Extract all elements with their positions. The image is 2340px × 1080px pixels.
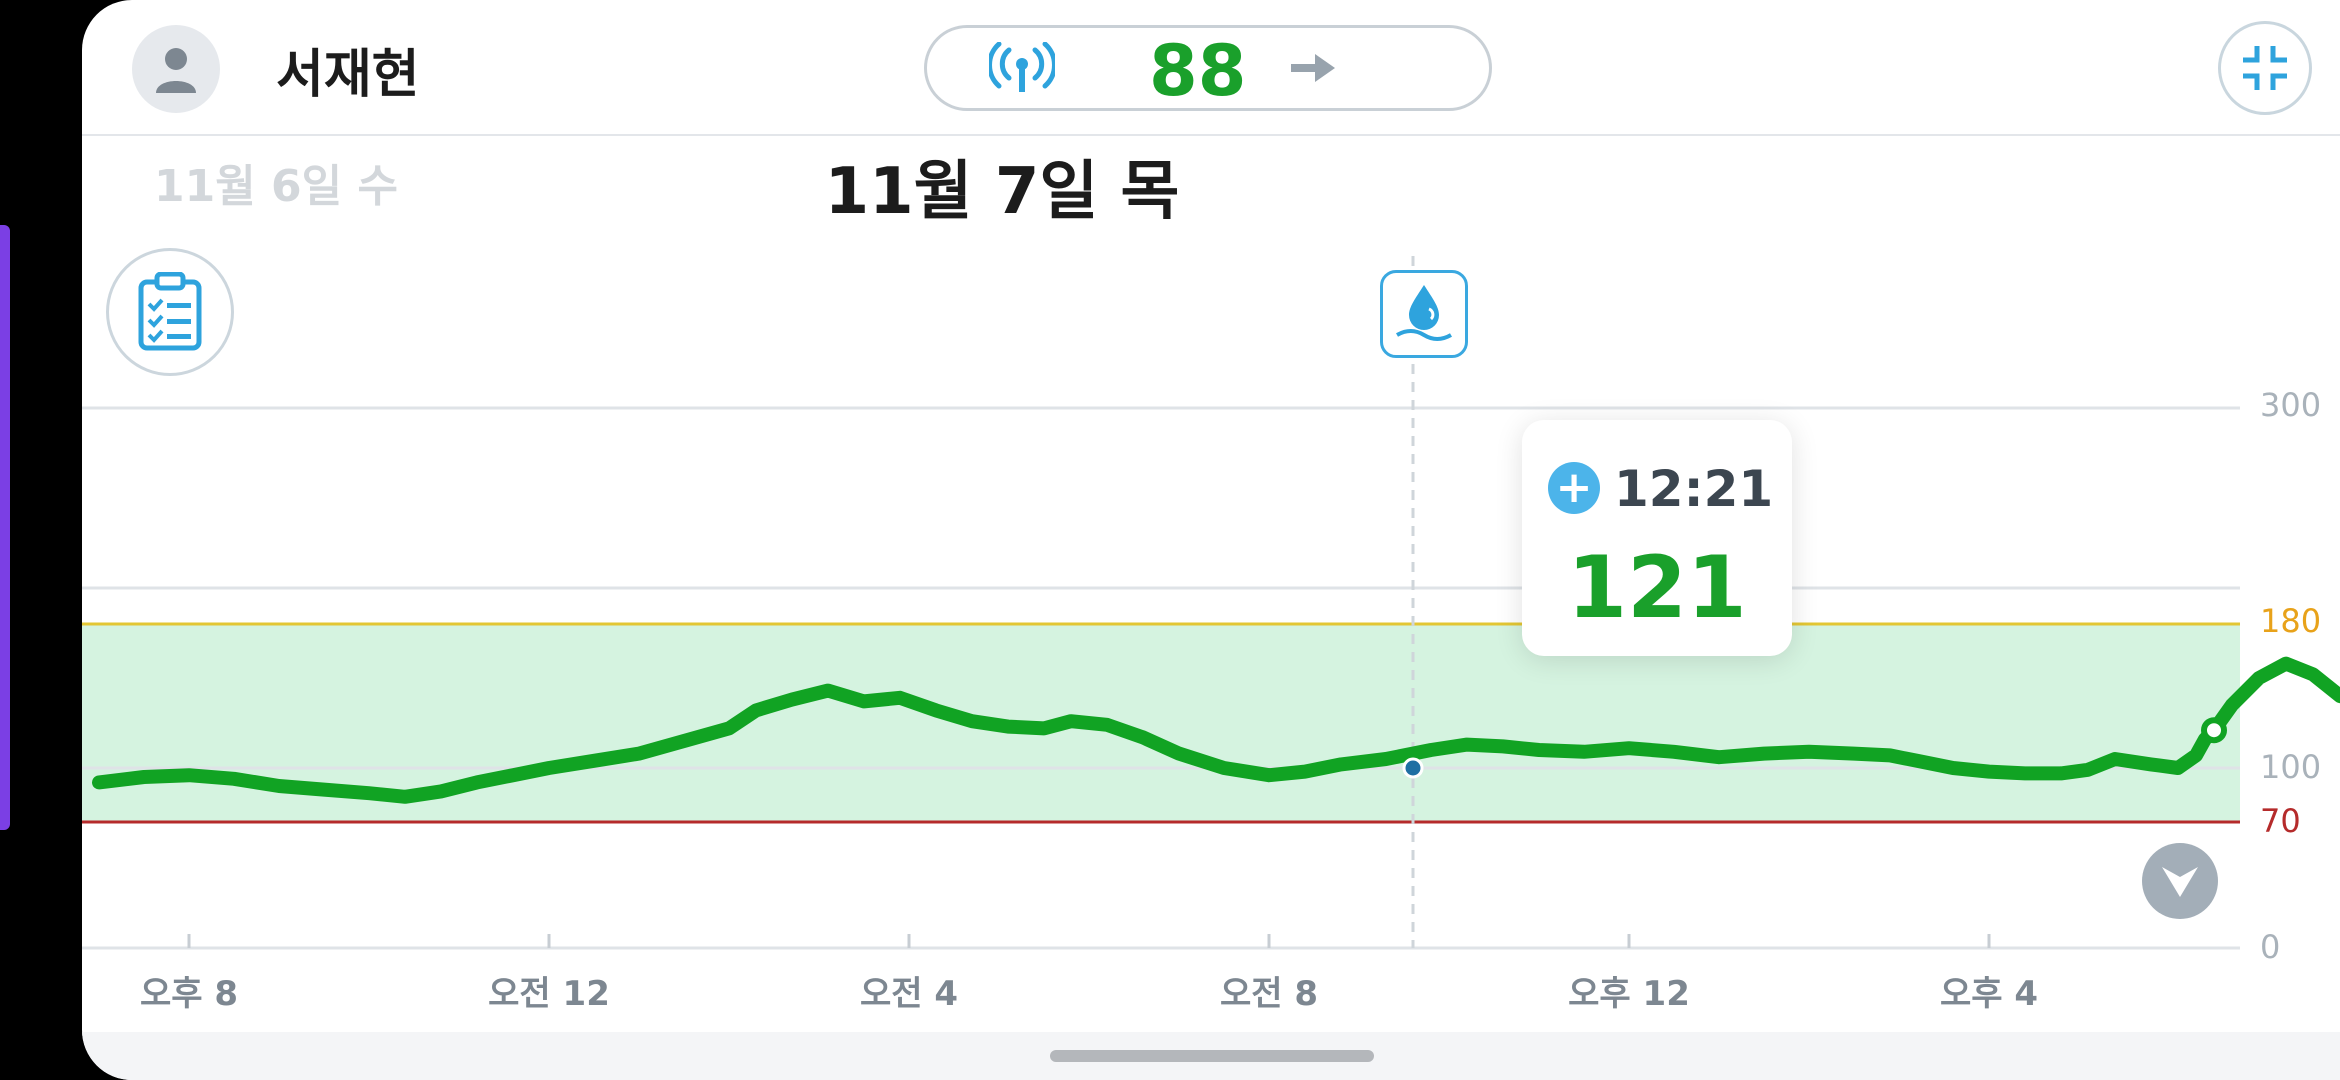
x-tick-label: 오전 8 bbox=[1219, 974, 1319, 1014]
y-tick-label: 0 bbox=[2260, 928, 2281, 966]
x-tick-label: 오전 4 bbox=[859, 974, 959, 1014]
home-indicator[interactable] bbox=[1050, 1050, 1374, 1062]
y-tick-label: 180 bbox=[2260, 602, 2322, 640]
scroll-down-button[interactable] bbox=[2142, 843, 2218, 919]
y-tick-label: 70 bbox=[2260, 802, 2301, 840]
person-icon bbox=[156, 48, 196, 93]
selected-point bbox=[2201, 717, 2227, 744]
x-tick-label: 오후 8 bbox=[139, 974, 239, 1014]
current-reading-value: 88 bbox=[1149, 30, 1247, 112]
collapse-icon bbox=[2243, 46, 2287, 90]
current-date: 11월 7일 목 bbox=[824, 155, 1180, 229]
avatar[interactable] bbox=[132, 25, 220, 113]
x-tick-label: 오전 12 bbox=[488, 974, 610, 1014]
logbook-button[interactable] bbox=[106, 248, 234, 376]
glucose-screen: 서재현 88 11월 6일 수 bbox=[82, 0, 2340, 1080]
plus-icon[interactable]: + bbox=[1548, 462, 1600, 514]
tooltip-time: 12:21 bbox=[1614, 460, 1774, 518]
arrow-right-icon bbox=[1291, 54, 1335, 82]
glucose-chart bbox=[82, 256, 2340, 950]
glucose-series-line bbox=[92, 656, 2340, 804]
water-event-marker[interactable] bbox=[1380, 270, 1468, 358]
water-drop-icon bbox=[1396, 285, 1452, 341]
x-tick-label: 오후 12 bbox=[1568, 974, 1690, 1014]
collapse-button[interactable] bbox=[2218, 21, 2312, 115]
tooltip-value: 121 bbox=[1567, 538, 1747, 638]
left-edge-accent bbox=[0, 225, 10, 830]
reading-tooltip[interactable]: + 12:21 121 bbox=[1522, 420, 1792, 656]
app-header: 서재현 88 bbox=[82, 0, 2340, 136]
user-name: 서재현 bbox=[276, 45, 420, 105]
previous-date-link[interactable]: 11월 6일 수 bbox=[154, 161, 398, 212]
current-reading-pill[interactable]: 88 bbox=[924, 25, 1492, 112]
signal-icon bbox=[989, 42, 1055, 92]
y-tick-label: 300 bbox=[2260, 386, 2322, 424]
y-tick-label: 100 bbox=[2260, 748, 2322, 786]
reference-point bbox=[1402, 757, 1424, 779]
chevron-down-icon bbox=[2162, 867, 2198, 897]
x-tick-label: 오후 4 bbox=[1939, 974, 2039, 1014]
clipboard-checklist-icon bbox=[138, 272, 202, 351]
